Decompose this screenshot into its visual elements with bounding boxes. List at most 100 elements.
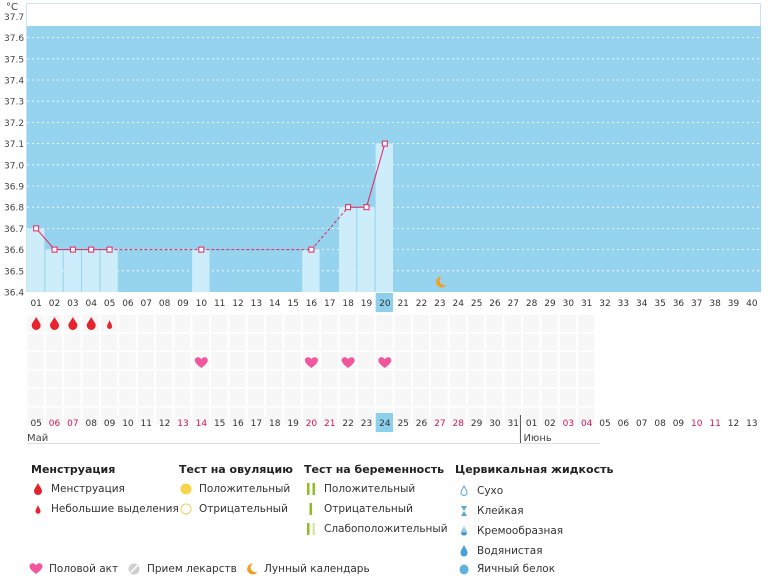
cycle-day-label[interactable]: 08 (159, 299, 171, 309)
day-cell[interactable] (321, 352, 338, 369)
day-cell[interactable] (119, 333, 136, 351)
temperature-point[interactable] (381, 140, 388, 147)
day-cell[interactable] (247, 315, 265, 332)
day-cell[interactable] (449, 352, 466, 369)
day-cell[interactable] (229, 333, 246, 351)
day-cell[interactable] (247, 333, 265, 351)
day-cell[interactable] (431, 315, 448, 332)
day-cell[interactable] (266, 352, 283, 369)
cycle-day-label[interactable]: 04 (85, 299, 97, 309)
day-cell[interactable] (431, 389, 448, 406)
day-cell[interactable] (467, 389, 485, 406)
day-cell[interactable] (522, 315, 540, 332)
day-cell[interactable] (302, 315, 320, 332)
day-cell[interactable] (578, 370, 595, 388)
cycle-day-label[interactable]: 33 (618, 299, 629, 309)
day-cell[interactable] (174, 407, 191, 425)
day-cell[interactable] (266, 315, 283, 332)
day-cell[interactable] (522, 370, 540, 388)
day-cell[interactable] (339, 407, 356, 425)
cycle-day-label[interactable]: 13 (251, 299, 262, 309)
day-cell[interactable] (302, 407, 320, 425)
day-cell[interactable] (45, 407, 63, 425)
blood-drop-icon[interactable] (86, 317, 96, 330)
day-cell[interactable] (449, 333, 466, 351)
day-cell[interactable] (302, 389, 320, 406)
day-cell[interactable] (376, 370, 393, 388)
day-cell[interactable] (578, 352, 595, 369)
cycle-day-label[interactable]: 27 (508, 299, 519, 309)
cycle-day-label[interactable]: 02 (49, 299, 60, 309)
day-cell[interactable] (155, 370, 173, 388)
day-cell[interactable] (229, 407, 246, 425)
day-cell[interactable] (45, 389, 63, 406)
day-cell[interactable] (486, 352, 503, 369)
day-cell[interactable] (100, 333, 118, 351)
day-cell[interactable] (467, 370, 485, 388)
day-cell[interactable] (247, 352, 265, 369)
day-cell[interactable] (394, 389, 411, 406)
date-label[interactable]: 11 (709, 419, 720, 429)
day-cell[interactable] (100, 352, 118, 369)
day-cell[interactable] (357, 389, 375, 406)
day-cell[interactable] (229, 352, 246, 369)
day-cell[interactable] (541, 389, 558, 406)
day-cell[interactable] (64, 333, 81, 351)
day-cell[interactable] (412, 370, 430, 388)
day-cell[interactable] (559, 370, 576, 388)
cycle-day-label[interactable]: 07 (141, 299, 152, 309)
cycle-day-label[interactable]: 12 (232, 299, 243, 309)
day-cell[interactable] (412, 407, 430, 425)
blood-drop-icon[interactable] (50, 317, 60, 330)
date-label[interactable]: 09 (673, 419, 685, 429)
day-cell[interactable] (100, 370, 118, 388)
day-cell[interactable] (284, 370, 301, 388)
heart-icon[interactable] (304, 357, 318, 368)
day-cell[interactable] (412, 315, 430, 332)
date-label[interactable]: 21 (324, 419, 335, 429)
day-cell[interactable] (82, 333, 99, 351)
day-cell[interactable] (321, 315, 338, 332)
date-label[interactable]: 26 (416, 419, 428, 429)
day-cell[interactable] (27, 352, 44, 369)
day-cell[interactable] (394, 333, 411, 351)
day-cell[interactable] (27, 370, 44, 388)
heart-icon[interactable] (341, 357, 355, 368)
date-label[interactable]: 05 (30, 419, 41, 429)
day-cell[interactable] (578, 407, 595, 425)
day-cell[interactable] (376, 333, 393, 351)
cycle-day-label[interactable]: 37 (691, 299, 702, 309)
day-cell[interactable] (504, 407, 521, 425)
date-label[interactable]: 12 (728, 419, 739, 429)
day-cell[interactable] (522, 333, 540, 351)
day-cell[interactable] (412, 333, 430, 351)
date-label[interactable]: 01 (526, 419, 537, 429)
cycle-day-label[interactable]: 24 (452, 299, 464, 309)
date-label[interactable]: 10 (691, 419, 703, 429)
cycle-day-label[interactable]: 34 (636, 299, 648, 309)
day-cell[interactable] (119, 315, 136, 332)
cycle-day-label[interactable]: 16 (306, 299, 318, 309)
day-cell[interactable] (64, 407, 81, 425)
day-cell[interactable] (449, 315, 466, 332)
day-cell[interactable] (284, 407, 301, 425)
date-label[interactable]: 11 (141, 419, 152, 429)
day-cell[interactable] (486, 407, 503, 425)
day-cell[interactable] (394, 315, 411, 332)
day-cell[interactable] (559, 352, 576, 369)
blood-drop-icon[interactable] (68, 317, 78, 330)
day-cell[interactable] (541, 333, 558, 351)
day-cell[interactable] (100, 407, 118, 425)
day-cell[interactable] (45, 370, 63, 388)
cycle-day-label[interactable]: 11 (214, 299, 225, 309)
day-cell[interactable] (504, 315, 521, 332)
cycle-day-label[interactable]: 03 (67, 299, 78, 309)
date-label[interactable]: 20 (306, 419, 318, 429)
day-cell[interactable] (211, 370, 228, 388)
date-label[interactable]: 23 (361, 419, 372, 429)
day-cell[interactable] (321, 370, 338, 388)
day-cell[interactable] (27, 333, 44, 351)
day-cell[interactable] (155, 333, 173, 351)
day-cell[interactable] (339, 333, 356, 351)
day-cell[interactable] (394, 352, 411, 369)
